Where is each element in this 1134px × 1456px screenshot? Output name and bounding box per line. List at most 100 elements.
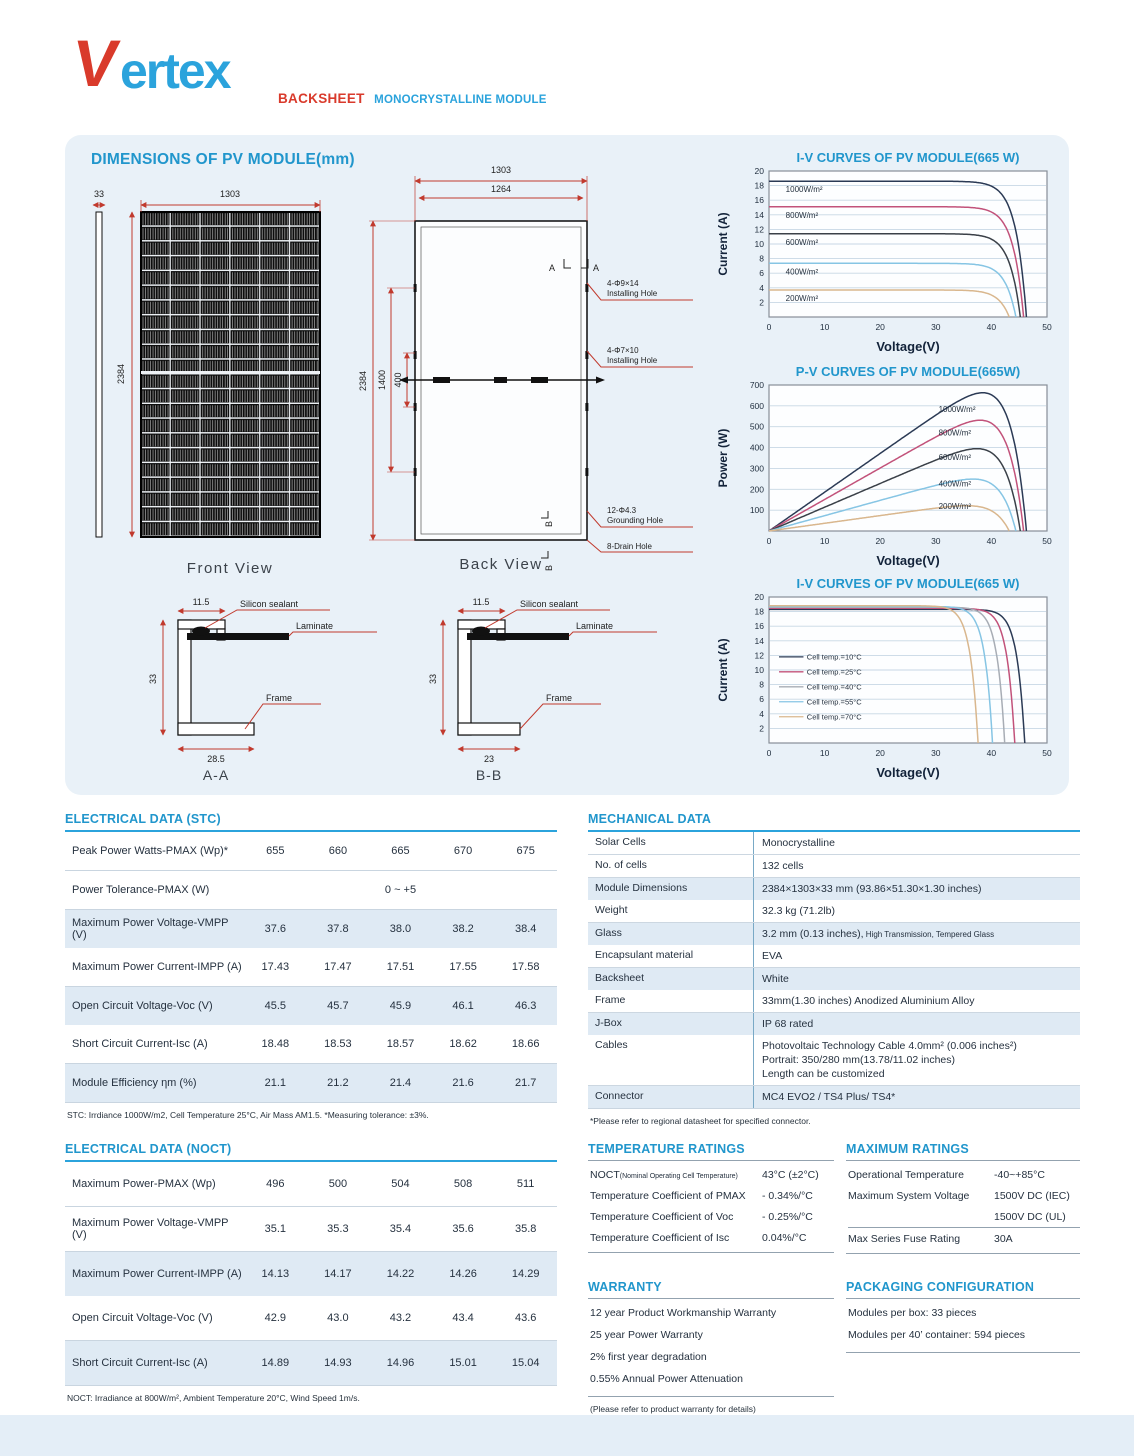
spec-value: 504 <box>391 1178 410 1190</box>
sealant-label: Silicon sealant <box>240 599 299 609</box>
warranty-footnote: (Please refer to product warranty for de… <box>590 1404 756 1414</box>
spec-row: Maximum Power Current-IMPP (A) 17.43 17.47… <box>65 948 557 987</box>
spec-value: 45.5 <box>264 1000 286 1012</box>
spec-value: 18.57 <box>386 1038 415 1050</box>
spec-value: 17.55 <box>449 961 477 973</box>
y-axis-label: Current (A) <box>716 212 730 275</box>
spec-row-values: 35.1 35.3 35.4 35.6 35.8 <box>244 1223 557 1235</box>
x-tick-label: 40 <box>987 536 997 546</box>
vertex-logo-v: V <box>68 26 124 100</box>
y-tick-label: 100 <box>750 505 764 515</box>
section-aa-diagram: 11.5 33 28.5 Silicon sealant Laminate Fr… <box>148 597 377 783</box>
spec-row-values: 18.48 18.53 18.57 18.62 18.66 <box>244 1038 557 1050</box>
mech-row-value: 33mm(1.30 inches) Anodized Aluminium All… <box>754 990 1080 1012</box>
spec-value: 675 <box>516 845 535 857</box>
ratings-label: Temperature Coefficient of PMAX <box>590 1189 746 1202</box>
mech-row: Weight 32.3 kg (71.2lb) <box>588 900 1080 923</box>
mech-row-label: Solar Cells <box>588 832 754 854</box>
spec-value: 46.1 <box>452 1000 474 1012</box>
spec-value: 17.47 <box>324 961 352 973</box>
y-tick-label: 10 <box>755 665 765 675</box>
mech-row-value: IP 68 rated <box>754 1013 1080 1035</box>
marker-b-bottom: B <box>544 565 554 571</box>
mech-row-value: Monocrystalline <box>754 832 1080 854</box>
laminate-label: Laminate <box>296 621 333 631</box>
mech-row-label: Glass <box>588 923 754 945</box>
ratings-label: NOCT(Nominal Operating Cell Temperature) <box>590 1168 738 1181</box>
back-view-diagram: 1303 1264 2384 1400 400 <box>358 165 693 573</box>
series-label: 800W/m² <box>786 211 819 220</box>
mech-row: No. of cells 132 cells <box>588 855 1080 878</box>
noct-table-title: ELECTRICAL DATA (NOCT) <box>65 1142 557 1162</box>
spec-value: 46.3 <box>514 1000 537 1012</box>
x-axis-label: Voltage(V) <box>876 553 939 568</box>
spec-value: 43.2 <box>389 1312 412 1324</box>
mech-row-label: Connector <box>588 1086 754 1108</box>
spec-row-values: 17.43 17.47 17.51 17.55 17.58 <box>244 961 557 973</box>
section-b-markers <box>541 511 549 559</box>
x-tick-label: 20 <box>875 536 885 546</box>
mech-row-label: Cables <box>588 1035 754 1085</box>
dim-bb-side: 33 <box>428 674 438 684</box>
leader-lines <box>586 282 693 553</box>
series-curve <box>769 289 1010 318</box>
front-view-diagram: 33 1303 2384 Front View <box>92 189 321 577</box>
laminate-bar <box>467 633 569 640</box>
series-label: 400W/m² <box>939 479 972 488</box>
temperature-ratings-table: TEMPERATURE RATINGS NOCT(Nominal Operati… <box>588 1142 834 1253</box>
spec-value: 21.4 <box>389 1077 412 1089</box>
ratings-label: Operational Temperature <box>848 1168 964 1181</box>
mech-value-line: EVA <box>762 950 783 962</box>
series-label: 1000W/m² <box>786 185 823 194</box>
spec-row-label: Power Tolerance-PMAX (W) <box>72 884 210 896</box>
series-curve <box>768 478 1017 532</box>
series-label: 800W/m² <box>939 429 972 438</box>
vertex-logo-text: ertex <box>120 43 232 99</box>
spec-row: Short Circuit Current-Isc (A) 14.89 14.93 1… <box>65 1341 557 1385</box>
y-tick-label: 8 <box>759 680 764 690</box>
mech-row-value: 132 cells <box>754 855 1080 877</box>
spec-value: 35.6 <box>452 1223 474 1235</box>
list-item: Modules per box: 33 pieces <box>848 1307 977 1319</box>
spec-value: 43.6 <box>514 1312 537 1324</box>
iv-curves-chart: I-V CURVES OF PV MODULE(665 W) 2 4 6 8 10 12 14… <box>713 149 1065 359</box>
series-curve <box>769 206 1025 318</box>
spec-value: 670 <box>453 845 473 857</box>
spec-row-values: 14.13 14.17 14.22 14.26 14.29 <box>244 1268 557 1280</box>
dim-aa-top: 11.5 <box>193 597 210 607</box>
mech-row-label: Weight <box>588 900 754 922</box>
dimensions-title: DIMENSIONS OF PV MODULE(mm) <box>91 151 355 168</box>
ratings-label: Temperature Coefficient of Voc <box>590 1210 734 1223</box>
spec-value: 18.48 <box>261 1038 290 1050</box>
dim-mount-span: 1400 <box>377 370 387 390</box>
installing-hole-2-size: 4-Φ7×10 <box>607 346 639 355</box>
ratings-label: Max Series Fuse Rating <box>848 1232 961 1245</box>
ratings-row: Temperature Coefficient of PMAX - 0.34%/°… <box>590 1185 834 1206</box>
ratings-label-small: (Nominal Operating Cell Temperature) <box>619 1172 738 1180</box>
laminate-bar <box>187 633 289 640</box>
y-tick-label: 14 <box>755 636 765 646</box>
junction-box-cables <box>399 376 605 384</box>
installing-hole-2-label: Installing Hole <box>607 356 658 365</box>
grounding-hole-size: 12-Φ4.3 <box>607 506 637 515</box>
mech-value-line: White <box>762 973 789 985</box>
back-view-caption: Back View <box>459 556 542 573</box>
sealant-blob <box>192 626 210 636</box>
spec-value: 14.93 <box>324 1357 352 1369</box>
spec-row: Maximum Power-PMAX (Wp) 496 500 504 508 511 <box>65 1162 557 1207</box>
ratings-value: 1500V DC (UL) <box>994 1210 1066 1223</box>
y-tick-label: 2 <box>759 723 764 733</box>
mech-row-value: EVA <box>754 945 1080 967</box>
ratings-row: 1500V DC (UL) <box>848 1206 1080 1227</box>
x-tick-label: 40 <box>987 322 997 332</box>
series-curve <box>769 233 1022 318</box>
mech-value-line: IP 68 rated <box>762 1018 814 1030</box>
x-tick-label: 10 <box>820 536 830 546</box>
ratings-label: Temperature Coefficient of Isc <box>590 1231 730 1244</box>
x-tick-label: 10 <box>820 748 830 758</box>
series-label: 600W/m² <box>786 238 819 247</box>
y-tick-label: 6 <box>759 268 764 278</box>
series-curve <box>769 262 1017 318</box>
x-tick-label: 10 <box>820 322 830 332</box>
spec-value: 38.0 <box>389 923 412 935</box>
